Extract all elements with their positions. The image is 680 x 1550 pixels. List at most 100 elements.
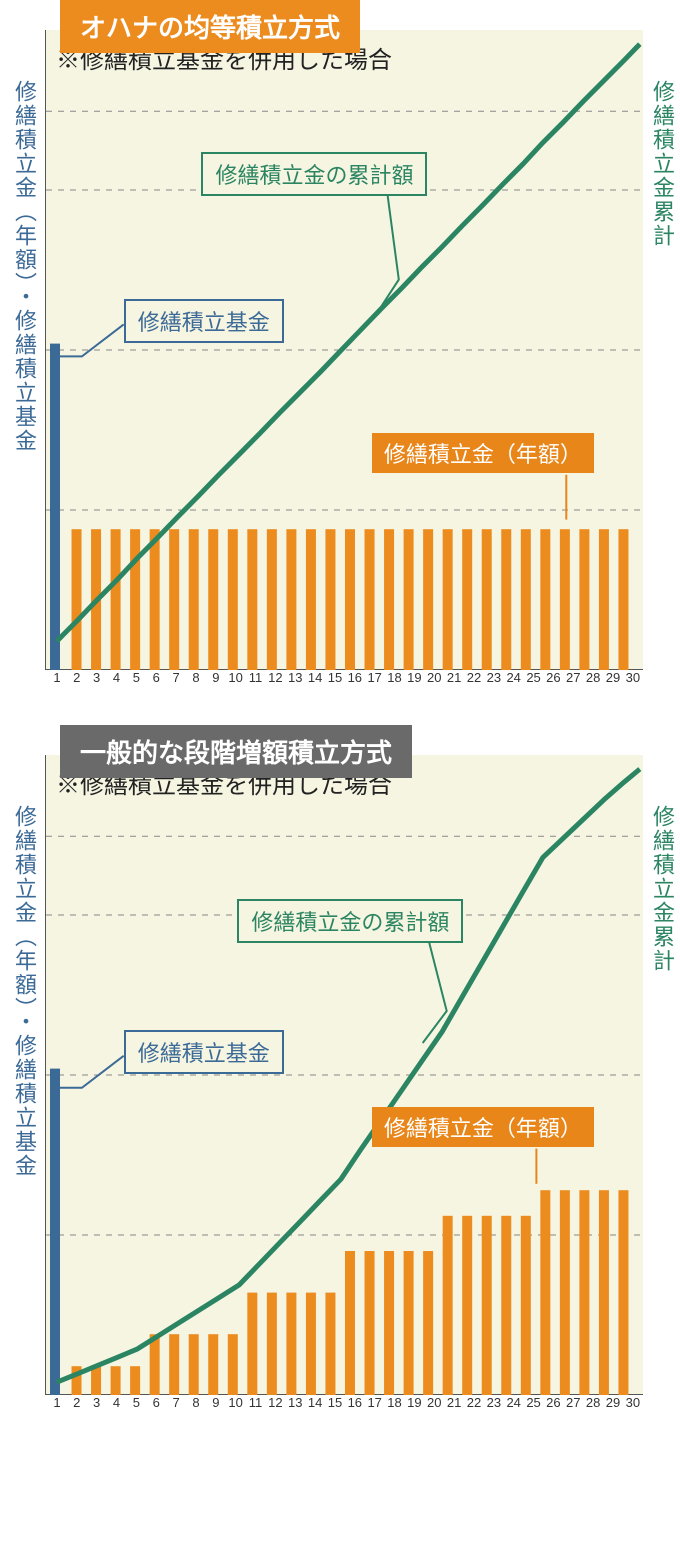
annual-bar bbox=[384, 529, 394, 670]
annual-bar bbox=[423, 1251, 433, 1395]
x-tick: 22 bbox=[464, 670, 484, 685]
annual-bar bbox=[618, 1190, 628, 1395]
callout-fund: 修繕積立基金 bbox=[124, 1030, 284, 1074]
annual-bar bbox=[618, 529, 628, 670]
annual-bar bbox=[189, 529, 199, 670]
annual-bar bbox=[306, 529, 316, 670]
callout-cumulative: 修繕積立金の累計額 bbox=[201, 152, 427, 196]
annual-bar bbox=[443, 529, 453, 670]
x-tick: 18 bbox=[385, 1395, 405, 1410]
annual-bar bbox=[462, 529, 472, 670]
annual-bar bbox=[365, 1251, 375, 1395]
x-tick: 1 bbox=[47, 670, 67, 685]
x-tick: 11 bbox=[246, 1395, 266, 1410]
annual-bar bbox=[130, 529, 140, 670]
chart-svg bbox=[46, 30, 644, 670]
annual-bar bbox=[111, 529, 121, 670]
annual-bar bbox=[345, 1251, 355, 1395]
chart-title: オハナの均等積立方式 bbox=[60, 0, 360, 53]
annual-bar bbox=[579, 529, 589, 670]
x-tick: 9 bbox=[206, 1395, 226, 1410]
callout-cumulative: 修繕積立金の累計額 bbox=[237, 899, 463, 943]
annual-bar bbox=[208, 1334, 218, 1395]
annual-bar bbox=[169, 529, 179, 670]
y-left-label: 修繕積立金（年額）・修繕積立基金 bbox=[8, 80, 40, 453]
annual-bar bbox=[579, 1190, 589, 1395]
x-tick: 5 bbox=[126, 670, 146, 685]
x-tick: 4 bbox=[107, 1395, 127, 1410]
annual-bar bbox=[521, 1216, 531, 1395]
annual-bar bbox=[72, 529, 82, 670]
x-tick: 12 bbox=[265, 1395, 285, 1410]
annual-bar bbox=[404, 529, 414, 670]
annual-bar bbox=[384, 1251, 394, 1395]
fund-bar bbox=[50, 344, 60, 670]
annual-bar bbox=[150, 529, 160, 670]
annual-bar bbox=[228, 1334, 238, 1395]
x-tick: 5 bbox=[126, 1395, 146, 1410]
chart-title: 一般的な段階増額積立方式 bbox=[60, 725, 412, 778]
x-tick: 2 bbox=[67, 1395, 87, 1410]
annual-bar bbox=[345, 529, 355, 670]
annual-bar bbox=[599, 529, 609, 670]
annual-bar bbox=[169, 1334, 179, 1395]
annual-bar bbox=[443, 1216, 453, 1395]
x-tick: 8 bbox=[186, 1395, 206, 1410]
annual-bar bbox=[247, 1293, 257, 1395]
annual-bar bbox=[501, 1216, 511, 1395]
annual-bar bbox=[130, 1366, 140, 1395]
plot-wrap: ※修繕積立基金を併用した場合修繕積立金の累計額修繕積立基金修繕積立金（年額）12… bbox=[45, 0, 645, 685]
chart-svg bbox=[46, 755, 644, 1395]
annual-bar bbox=[423, 529, 433, 670]
annual-bar bbox=[325, 1293, 335, 1395]
annual-bar bbox=[208, 529, 218, 670]
x-tick: 3 bbox=[87, 1395, 107, 1410]
x-tick: 13 bbox=[285, 670, 305, 685]
x-tick: 27 bbox=[563, 670, 583, 685]
callout-annual: 修繕積立金（年額） bbox=[372, 1107, 594, 1147]
annual-bar bbox=[482, 1216, 492, 1395]
x-tick: 25 bbox=[524, 670, 544, 685]
annual-bar bbox=[111, 1366, 121, 1395]
annual-bar bbox=[150, 1334, 160, 1395]
x-tick: 26 bbox=[543, 670, 563, 685]
x-tick: 19 bbox=[404, 1395, 424, 1410]
x-tick: 21 bbox=[444, 1395, 464, 1410]
annual-bar bbox=[599, 1190, 609, 1395]
leader-fund bbox=[55, 324, 124, 356]
x-tick: 15 bbox=[325, 670, 345, 685]
annual-bar bbox=[560, 529, 570, 670]
annual-bar bbox=[91, 1366, 101, 1395]
x-tick: 24 bbox=[504, 670, 524, 685]
x-tick: 2 bbox=[67, 670, 87, 685]
annual-bar bbox=[267, 1293, 277, 1395]
x-tick: 26 bbox=[543, 1395, 563, 1410]
x-tick: 13 bbox=[285, 1395, 305, 1410]
x-tick: 22 bbox=[464, 1395, 484, 1410]
x-tick: 11 bbox=[246, 670, 266, 685]
x-tick: 15 bbox=[325, 1395, 345, 1410]
x-tick: 29 bbox=[603, 1395, 623, 1410]
x-tick: 17 bbox=[365, 1395, 385, 1410]
annual-bar bbox=[365, 529, 375, 670]
x-tick: 18 bbox=[385, 670, 405, 685]
x-tick: 28 bbox=[583, 670, 603, 685]
x-tick: 1 bbox=[47, 1395, 67, 1410]
x-axis: 1234567891011121314151617181920212223242… bbox=[45, 1395, 643, 1410]
x-tick: 4 bbox=[107, 670, 127, 685]
x-tick: 10 bbox=[226, 670, 246, 685]
x-axis: 1234567891011121314151617181920212223242… bbox=[45, 670, 643, 685]
y-right-label: 修繕積立金累計 bbox=[646, 80, 678, 248]
x-tick: 30 bbox=[623, 1395, 643, 1410]
annual-bar bbox=[267, 529, 277, 670]
annual-bar bbox=[540, 529, 550, 670]
annual-bar bbox=[189, 1334, 199, 1395]
x-tick: 7 bbox=[166, 670, 186, 685]
x-tick: 19 bbox=[404, 670, 424, 685]
y-right-label: 修繕積立金累計 bbox=[646, 805, 678, 973]
callout-fund: 修繕積立基金 bbox=[124, 299, 284, 343]
y-left-label: 修繕積立金（年額）・修繕積立基金 bbox=[8, 805, 40, 1178]
annual-bar bbox=[404, 1251, 414, 1395]
chart-block: 一般的な段階増額積立方式修繕積立金（年額）・修繕積立基金修繕積立金累計※修繕積立… bbox=[0, 725, 680, 1410]
x-tick: 29 bbox=[603, 670, 623, 685]
